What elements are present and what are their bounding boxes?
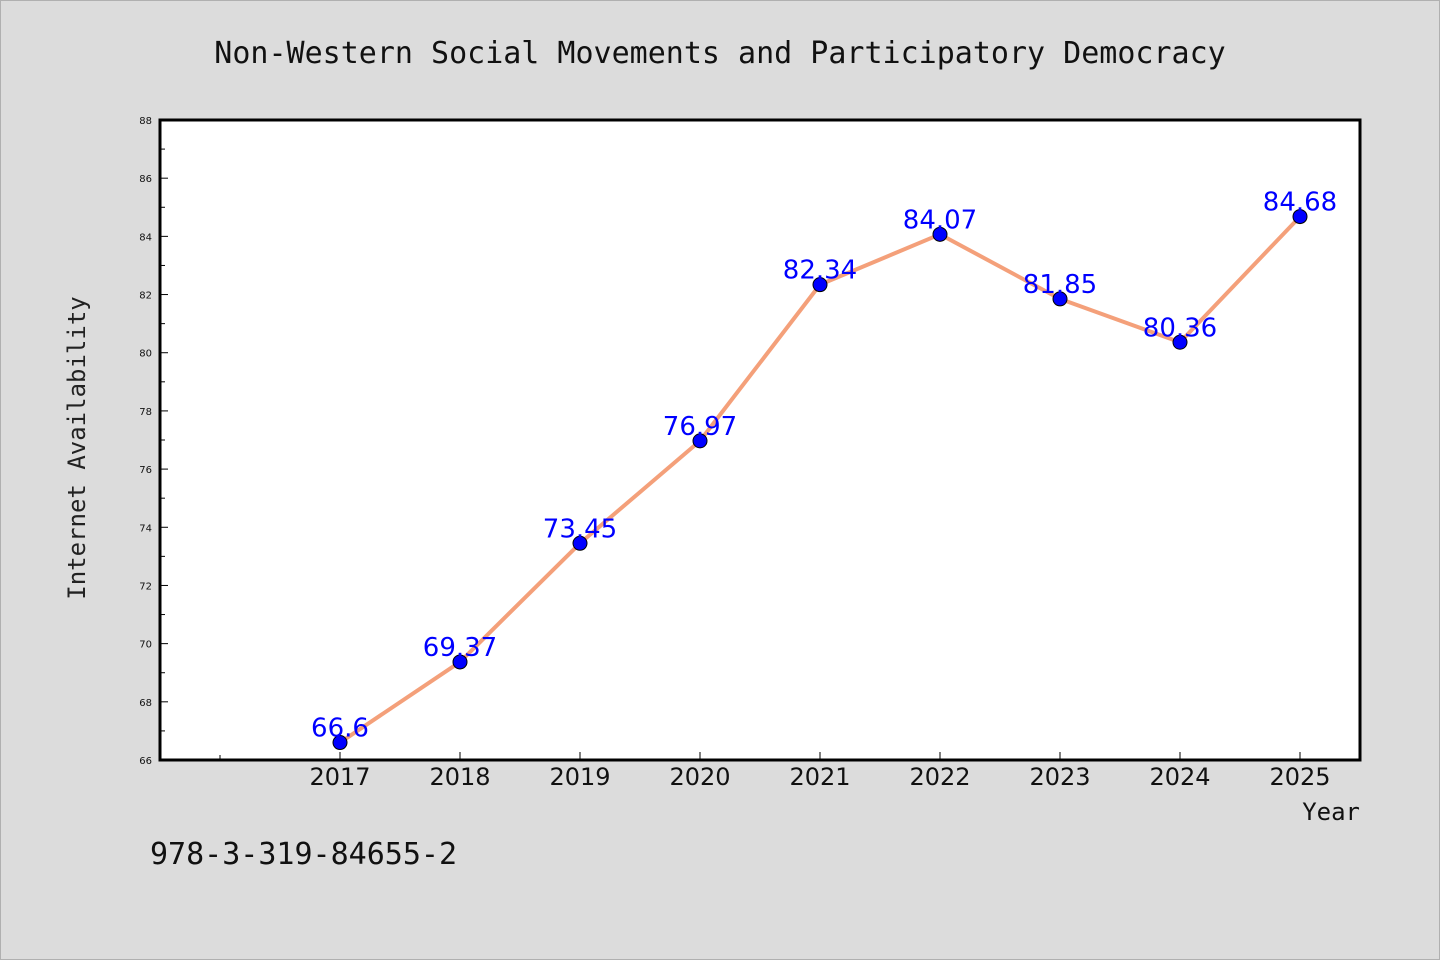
y-tick-label: 78 — [139, 407, 152, 418]
x-axis-label: Year — [1302, 798, 1360, 826]
data-point — [692, 433, 708, 449]
x-axis: 2017 2018 2019 2020 2021 2022 2023 2024 2025 — [219, 752, 1331, 791]
data-label: 81.85 — [1023, 270, 1097, 300]
data-point — [332, 735, 348, 751]
data-label: 76.97 — [663, 412, 737, 442]
x-tick-label: 2017 — [309, 763, 370, 791]
data-point — [1172, 334, 1188, 350]
y-axis-label: Internet Availability — [63, 296, 91, 599]
x-tick-label: 2022 — [909, 763, 970, 791]
data-label: 73.45 — [543, 514, 617, 544]
isbn-text: 978-3-319-84655-2 — [150, 837, 457, 872]
data-label: 80.36 — [1143, 313, 1217, 343]
x-tick-label: 2021 — [789, 763, 850, 791]
data-label: 69.37 — [423, 633, 497, 663]
x-tick-label: 2020 — [669, 763, 730, 791]
y-tick-label: 66 — [139, 756, 152, 767]
data-point — [1292, 209, 1308, 225]
plot-border — [158, 118, 1362, 762]
data-label: 84.68 — [1263, 188, 1337, 218]
y-tick-label: 76 — [139, 465, 152, 476]
x-tick-label: 2019 — [549, 763, 610, 791]
data-label: 84.07 — [903, 205, 977, 235]
data-point — [1052, 291, 1068, 307]
y-tick-label: 68 — [139, 698, 152, 709]
y-tick-label: 80 — [139, 349, 152, 360]
data-label: 82.34 — [783, 256, 857, 286]
y-tick-label: 82 — [139, 291, 152, 302]
series-group — [332, 209, 1308, 751]
data-point — [452, 654, 468, 670]
plot-area — [160, 120, 1360, 760]
y-axis: 66 68 70 72 74 76 78 80 82 84 86 88 — [139, 116, 168, 767]
data-label: 66.6 — [311, 714, 369, 744]
x-tick-label: 2025 — [1269, 763, 1330, 791]
x-tick-label: 2018 — [429, 763, 490, 791]
chart-title: Non-Western Social Movements and Partici… — [214, 36, 1225, 71]
x-tick-label: 2023 — [1029, 763, 1090, 791]
y-tick-label: 70 — [139, 640, 152, 651]
data-labels: 66.6 69.37 73.45 76.97 82.34 84.07 81.85 80.36 8… — [311, 188, 1337, 744]
y-tick-label: 84 — [139, 232, 152, 243]
data-point — [572, 535, 588, 551]
y-tick-label: 86 — [139, 174, 152, 185]
data-point — [932, 226, 948, 242]
data-point — [812, 277, 828, 293]
y-tick-label: 72 — [139, 581, 152, 592]
x-tick-label: 2024 — [1149, 763, 1210, 791]
y-tick-label: 88 — [139, 116, 152, 127]
y-tick-label: 74 — [139, 523, 152, 534]
